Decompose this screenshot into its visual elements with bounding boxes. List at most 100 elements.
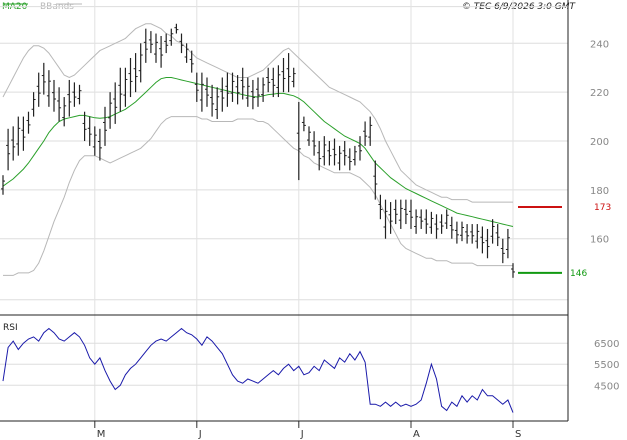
bband-lower-line bbox=[3, 116, 513, 276]
price-bar bbox=[434, 214, 439, 239]
price-bar bbox=[41, 62, 46, 95]
price-annotations: 173 146 bbox=[518, 203, 611, 279]
price-bar bbox=[21, 116, 26, 151]
price-bar bbox=[363, 121, 368, 146]
price-bar bbox=[128, 57, 133, 98]
price-bar bbox=[500, 238, 505, 264]
price-bar bbox=[256, 77, 260, 107]
price-tick-label-2: 200 bbox=[590, 137, 609, 148]
price-bar bbox=[67, 79, 72, 117]
price-bar bbox=[189, 50, 194, 73]
price-bar bbox=[291, 67, 296, 88]
price-bar bbox=[97, 128, 102, 161]
price-bar bbox=[480, 226, 485, 254]
price-bars bbox=[1, 23, 515, 278]
price-y-axis: 160 180 200 220 240 bbox=[590, 39, 609, 245]
price-bar bbox=[225, 72, 230, 107]
price-bar bbox=[179, 33, 184, 54]
price-bar bbox=[36, 72, 41, 107]
price-bar bbox=[250, 79, 255, 110]
price-bar bbox=[6, 128, 11, 171]
price-bar bbox=[77, 84, 82, 105]
rsi-line-path bbox=[2, 327, 514, 413]
price-bar bbox=[1, 175, 5, 195]
price-bar bbox=[393, 199, 398, 225]
bband-upper-line bbox=[2, 23, 513, 203]
price-bar bbox=[383, 199, 388, 239]
price-tick-label-0: 160 bbox=[590, 235, 609, 246]
price-bar bbox=[286, 53, 291, 93]
price-bar bbox=[307, 126, 311, 146]
price-bar bbox=[184, 43, 189, 63]
price-bar bbox=[454, 221, 459, 244]
rsi-tick-label-2: 4500 bbox=[594, 381, 619, 392]
price-bar bbox=[235, 75, 240, 105]
price-bar bbox=[409, 199, 413, 229]
price-bar bbox=[113, 82, 118, 124]
price-tick-label-4: 240 bbox=[590, 39, 609, 50]
price-bar bbox=[118, 67, 123, 112]
price-bar bbox=[511, 263, 515, 278]
month-label-3: A bbox=[413, 429, 420, 440]
price-bar bbox=[31, 92, 36, 117]
price-bar bbox=[108, 92, 113, 129]
price-bar bbox=[388, 202, 393, 234]
price-bar bbox=[159, 35, 164, 68]
price-bar bbox=[215, 87, 220, 120]
rsi-line bbox=[2, 327, 514, 413]
price-bar bbox=[368, 116, 373, 146]
price-bar bbox=[154, 33, 158, 63]
price-bar bbox=[444, 209, 449, 229]
price-bar bbox=[505, 228, 510, 259]
price-bar bbox=[312, 131, 317, 156]
price-bar bbox=[439, 214, 444, 234]
rsi-panel: RSI 6500 5500 4500 bbox=[0, 323, 619, 413]
price-bar bbox=[296, 101, 301, 181]
level-label-146: 146 bbox=[570, 269, 587, 279]
rsi-tick-label-1: 5500 bbox=[594, 360, 619, 371]
price-bbands bbox=[2, 23, 513, 276]
price-bar bbox=[485, 228, 490, 259]
price-bar bbox=[240, 67, 245, 100]
price-bar bbox=[210, 84, 215, 117]
price-bar bbox=[138, 43, 143, 83]
rsi-grid bbox=[0, 342, 568, 386]
price-bar bbox=[373, 160, 378, 200]
price-bar bbox=[322, 136, 327, 166]
price-bar bbox=[16, 116, 21, 156]
price-bar bbox=[327, 141, 332, 166]
price-bar bbox=[164, 33, 169, 54]
price-bar bbox=[490, 219, 495, 244]
price-bar bbox=[62, 97, 67, 127]
price-bar bbox=[342, 141, 347, 166]
chart-frame bbox=[0, 0, 569, 422]
price-bar bbox=[133, 53, 138, 93]
month-label-4: S bbox=[515, 429, 521, 440]
price-panel: 173 146 160 180 200 220 240 bbox=[0, 0, 611, 426]
price-bar bbox=[281, 57, 286, 93]
price-bar bbox=[245, 77, 250, 107]
rsi-tick-label-0: 6500 bbox=[594, 339, 619, 350]
price-bar bbox=[475, 224, 480, 249]
price-bar bbox=[169, 28, 174, 46]
price-bar bbox=[276, 65, 281, 98]
price-tick-label-1: 180 bbox=[590, 186, 609, 197]
price-bar bbox=[194, 72, 199, 102]
price-bar bbox=[52, 79, 56, 112]
price-bar bbox=[301, 116, 306, 132]
price-bar bbox=[460, 221, 464, 242]
month-label-2: J bbox=[300, 429, 304, 440]
price-bar bbox=[230, 72, 235, 102]
price-bar bbox=[414, 209, 419, 234]
price-bar bbox=[205, 77, 209, 107]
price-bar bbox=[199, 72, 204, 112]
price-bar bbox=[358, 136, 362, 161]
price-bar bbox=[92, 126, 97, 156]
month-label-1: J bbox=[198, 429, 202, 440]
price-bar bbox=[429, 211, 434, 234]
price-bar bbox=[337, 145, 342, 171]
price-bar bbox=[495, 224, 500, 247]
price-tick-label-3: 220 bbox=[590, 88, 609, 99]
price-bar bbox=[82, 111, 87, 142]
